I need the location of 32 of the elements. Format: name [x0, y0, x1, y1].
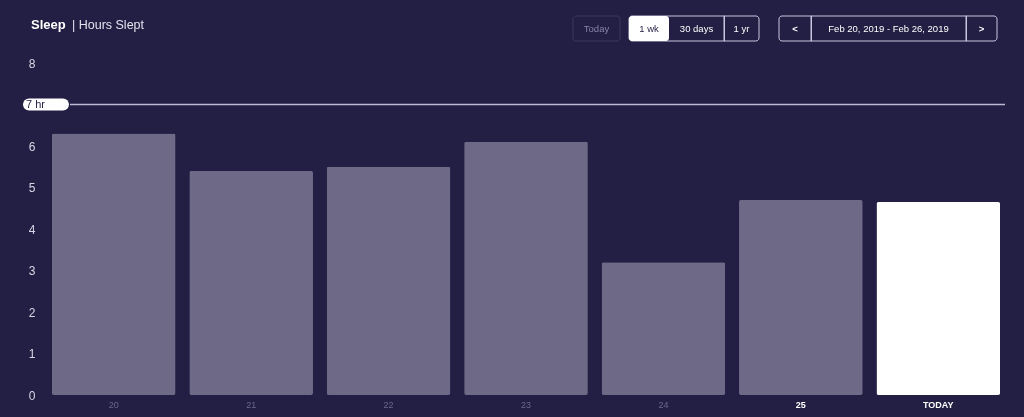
bar — [739, 199, 863, 395]
x-tick-label: 25 — [795, 399, 806, 410]
y-tick-label: 4 — [28, 222, 36, 237]
chart-subtitle: | Hours Slept — [72, 18, 145, 32]
x-tick-label: 20 — [108, 399, 119, 410]
y-tick-label: 1 — [28, 347, 36, 361]
x-tick-label: 22 — [383, 399, 394, 410]
x-tick-label: 24 — [658, 399, 669, 410]
bar — [464, 141, 588, 395]
y-tick-label: 3 — [28, 264, 36, 278]
ref-line-label: 7 hr — [26, 97, 46, 110]
x-tick-label: 23 — [520, 399, 532, 410]
bar — [326, 166, 451, 395]
bar — [876, 202, 1001, 395]
text: 1 yr — [733, 22, 750, 34]
text: 30 days — [679, 22, 714, 34]
text: > — [978, 22, 985, 34]
bar — [189, 170, 313, 395]
text: < — [792, 22, 799, 34]
y-tick-label: 2 — [28, 305, 36, 320]
y-tick-label: 5 — [28, 181, 36, 195]
y-tick-label: 6 — [28, 139, 36, 154]
x-tick-label: TODAY — [923, 399, 954, 410]
text: Feb 20, 2019 - Feb 26, 2019 — [828, 22, 949, 34]
text: Today — [583, 22, 610, 34]
y-tick-label: 0 — [28, 388, 36, 403]
x-tick-label: 21 — [246, 399, 257, 410]
y-tick-label: 8 — [28, 56, 36, 71]
chart-title: Sleep — [31, 17, 66, 32]
bar — [601, 262, 726, 395]
text: 1 wk — [639, 22, 660, 34]
bar — [51, 133, 176, 395]
